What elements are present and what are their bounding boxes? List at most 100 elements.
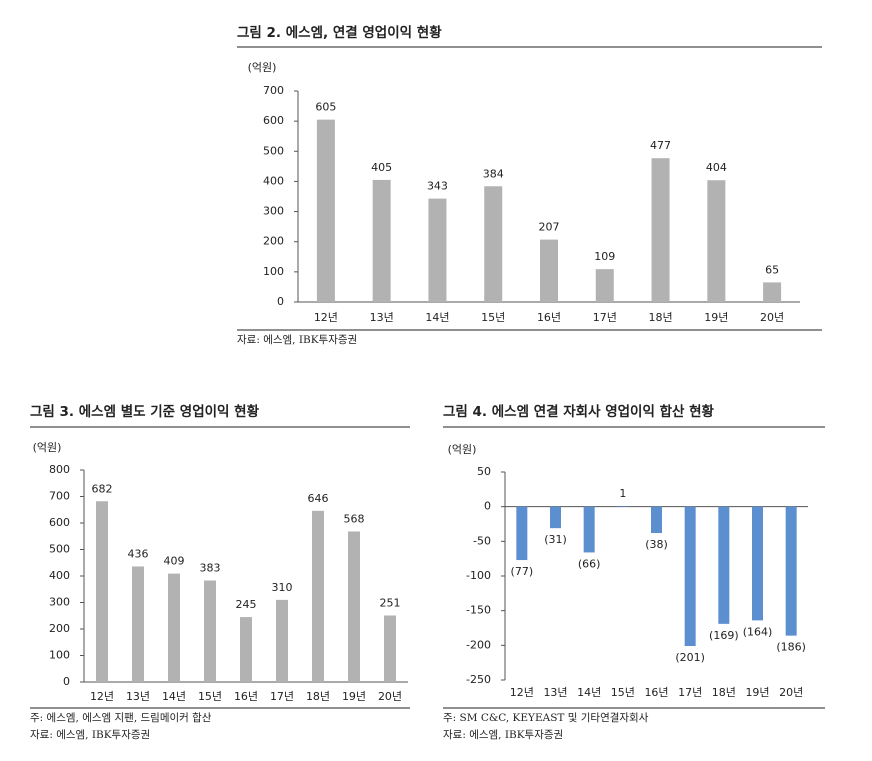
bar bbox=[484, 186, 503, 302]
data-label: (169) bbox=[709, 629, 739, 642]
y-tick-label: 300 bbox=[49, 596, 70, 609]
y-tick-label: 100 bbox=[49, 649, 70, 662]
x-tick-label: 16년 bbox=[537, 311, 561, 324]
bar bbox=[540, 239, 558, 302]
data-label: (66) bbox=[578, 557, 601, 570]
data-label: 409 bbox=[164, 555, 185, 568]
y-tick-label: -250 bbox=[466, 673, 491, 686]
unit-label: (억원) bbox=[448, 443, 477, 456]
data-label: 405 bbox=[371, 161, 392, 174]
bar bbox=[763, 282, 782, 302]
data-label: (77) bbox=[511, 565, 534, 578]
bar bbox=[707, 180, 726, 302]
chart-title: 그림 3. 에스엠 별도 기준 영업이익 현황 bbox=[30, 403, 260, 420]
data-label: 436 bbox=[128, 547, 149, 560]
x-tick-label: 13년 bbox=[126, 690, 150, 703]
bar bbox=[516, 506, 528, 561]
unit-label: (억원) bbox=[33, 441, 62, 454]
bar bbox=[684, 506, 696, 647]
bar bbox=[428, 198, 447, 302]
x-tick-label: 16년 bbox=[234, 690, 258, 703]
x-tick-label: 13년 bbox=[543, 686, 567, 699]
data-label: 1 bbox=[619, 487, 626, 500]
chart-title: 그림 4. 에스엠 연결 자회사 영업이익 합산 현황 bbox=[443, 403, 715, 420]
y-tick-label: 0 bbox=[484, 500, 491, 513]
x-tick-label: 20년 bbox=[378, 690, 402, 703]
x-tick-label: 15년 bbox=[481, 311, 505, 324]
x-tick-label: 18년 bbox=[306, 690, 330, 703]
y-tick-label: 0 bbox=[277, 295, 284, 308]
bar bbox=[240, 617, 252, 682]
bar bbox=[316, 119, 335, 302]
y-tick-label: 200 bbox=[263, 235, 284, 248]
y-tick-label: 800 bbox=[49, 463, 70, 476]
data-label: 383 bbox=[200, 562, 221, 575]
data-label: 404 bbox=[706, 161, 727, 174]
y-tick-label: -150 bbox=[466, 604, 491, 617]
bar bbox=[583, 506, 595, 553]
y-tick-label: 600 bbox=[263, 114, 284, 127]
bar bbox=[204, 580, 216, 682]
data-label: (31) bbox=[544, 533, 567, 546]
x-tick-label: 17년 bbox=[270, 690, 294, 703]
note: 주: 에스엠, 에스엠 지팬, 드림메이커 합산 bbox=[30, 712, 212, 724]
bar bbox=[312, 510, 324, 682]
data-label: (201) bbox=[675, 651, 705, 664]
bar bbox=[168, 573, 180, 682]
bar bbox=[595, 269, 614, 302]
bar bbox=[550, 506, 561, 529]
bar bbox=[718, 506, 730, 624]
y-tick-label: 100 bbox=[263, 265, 284, 278]
note: 자료: 에스엠, IBK투자증권 bbox=[237, 334, 357, 346]
data-label: 646 bbox=[308, 492, 329, 505]
y-tick-label: 200 bbox=[49, 622, 70, 635]
x-tick-label: 15년 bbox=[611, 686, 635, 699]
note: 자료: 에스엠, IBK투자증권 bbox=[443, 729, 563, 741]
data-label: 310 bbox=[272, 581, 293, 594]
x-tick-label: 18년 bbox=[648, 311, 672, 324]
bar bbox=[384, 615, 396, 682]
note: 자료: 에스엠, IBK투자증권 bbox=[30, 729, 150, 741]
y-tick-label: 400 bbox=[263, 174, 284, 187]
y-tick-label: 50 bbox=[477, 465, 491, 478]
x-tick-label: 14년 bbox=[162, 690, 186, 703]
x-tick-label: 16년 bbox=[644, 686, 668, 699]
y-tick-label: -50 bbox=[473, 534, 491, 547]
data-label: 682 bbox=[92, 482, 113, 495]
y-tick-label: 300 bbox=[263, 205, 284, 218]
data-label: 65 bbox=[765, 263, 779, 276]
x-tick-label: 12년 bbox=[90, 690, 114, 703]
bar bbox=[276, 599, 288, 682]
x-tick-label: 18년 bbox=[712, 686, 736, 699]
data-label: 568 bbox=[344, 512, 365, 525]
x-tick-label: 20년 bbox=[779, 686, 803, 699]
data-label: 109 bbox=[594, 250, 615, 263]
y-tick-label: 0 bbox=[63, 675, 70, 688]
bar bbox=[651, 506, 662, 534]
y-tick-label: 400 bbox=[49, 569, 70, 582]
unit-label: (억원) bbox=[248, 61, 277, 74]
note: 주: SM C&C, KEYEAST 및 기타연결자회사 bbox=[443, 712, 649, 724]
x-tick-label: 17년 bbox=[678, 686, 702, 699]
x-tick-label: 13년 bbox=[370, 311, 394, 324]
data-label: 343 bbox=[427, 180, 448, 193]
bar bbox=[752, 506, 763, 621]
x-tick-label: 19년 bbox=[342, 690, 366, 703]
x-tick-label: 17년 bbox=[593, 311, 617, 324]
data-label: 251 bbox=[380, 596, 401, 609]
y-tick-label: 600 bbox=[49, 516, 70, 529]
bar bbox=[132, 566, 144, 682]
x-tick-label: 19년 bbox=[704, 311, 728, 324]
y-tick-label: -100 bbox=[466, 569, 491, 582]
bar bbox=[617, 505, 629, 507]
y-tick-label: 500 bbox=[49, 543, 70, 556]
data-label: 245 bbox=[236, 598, 257, 611]
bar bbox=[348, 531, 360, 682]
x-tick-label: 20년 bbox=[760, 311, 784, 324]
data-label: (38) bbox=[645, 538, 668, 551]
chart-title: 그림 2. 에스엠, 연결 영업이익 현황 bbox=[237, 24, 442, 41]
x-tick-label: 12년 bbox=[510, 686, 534, 699]
y-tick-label: 700 bbox=[263, 84, 284, 97]
data-label: (164) bbox=[743, 625, 773, 638]
